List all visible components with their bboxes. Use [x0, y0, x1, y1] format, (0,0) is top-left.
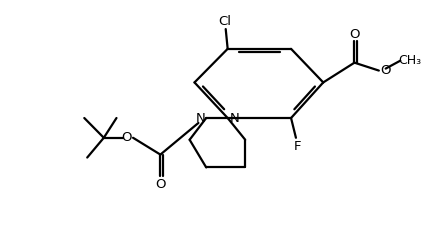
Text: O: O: [380, 64, 391, 77]
Text: N: N: [230, 112, 240, 124]
Text: O: O: [155, 178, 166, 191]
Text: N: N: [195, 112, 205, 124]
Text: Cl: Cl: [218, 15, 231, 28]
Text: O: O: [349, 28, 360, 40]
Text: F: F: [294, 140, 301, 153]
Text: O: O: [121, 131, 131, 144]
Text: CH₃: CH₃: [399, 54, 421, 67]
